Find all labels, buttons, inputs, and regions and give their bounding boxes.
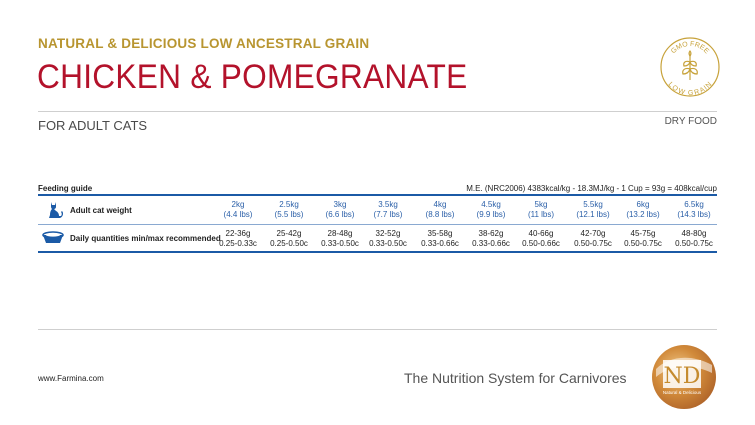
quantity-cell: 28-48g 0.33-0.50c [321,229,359,248]
weight-cell: 6kg (13.2 lbs) [626,200,660,219]
quantity-row-label: Daily quantities min/max recommended [70,234,221,243]
product-title: CHICKEN & POMEGRANATE [37,58,468,96]
weight-cell: 3kg (6.6 lbs) [325,200,355,219]
quantity-cell: 35-58g 0.33-0.66c [421,229,459,248]
food-type-label: DRY FOOD [664,116,717,127]
weight-cell: 3.5kg (7.7 lbs) [373,200,403,219]
weight-cell: 2.5kg (5.5 lbs) [274,200,304,219]
quantity-cell: 25-42g 0.25-0.50c [270,229,308,248]
weight-cell: 4.5kg (9.9 lbs) [476,200,506,219]
logo-subtext: Natural & Delicious [663,390,702,395]
badge-bottom-text: LOW GRAIN [667,81,714,97]
table-bottom-border [38,251,717,253]
header-divider [38,111,717,112]
website-link[interactable]: www.Farmina.com [38,374,104,383]
quantity-cell: 40-66g 0.50-0.66c [522,229,560,248]
cat-icon [44,199,64,219]
weight-row-label: Adult cat weight [70,206,132,215]
quantity-cell: 22-36g 0.25-0.33c [219,229,257,248]
quantity-cell: 48-80g 0.50-0.75c [675,229,713,248]
feeding-guide-label: Feeding guide [38,184,93,193]
quantity-cell: 32-52g 0.33-0.50c [369,229,407,248]
weight-cell: 4kg (8.8 lbs) [425,200,455,219]
quantity-cell: 42-70g 0.50-0.75c [574,229,612,248]
badge-top-text: GMO FREE [670,41,710,56]
weight-cell: 2kg (4.4 lbs) [223,200,253,219]
weight-cell: 5kg (11 lbs) [527,200,555,219]
brand-tagline: The Nutrition System for Carnivores [404,370,627,386]
table-row-divider [38,224,717,225]
energy-info: M.E. (NRC2006) 4383kcal/kg - 18.3MJ/kg -… [466,184,717,193]
bowl-icon [42,231,64,245]
target-audience: FOR ADULT CATS [38,118,148,133]
product-subtitle: NATURAL & DELICIOUS LOW ANCESTRAL GRAIN [38,36,370,51]
quantity-cell: 45-75g 0.50-0.75c [624,229,662,248]
weight-cell: 5.5kg (12.1 lbs) [576,200,610,219]
footer-divider [38,329,717,330]
gmo-free-badge: GMO FREE LOW GRAIN [659,36,721,98]
weight-cell: 6.5kg (14.3 lbs) [677,200,711,219]
nd-logo: ND Natural & Delicious [650,343,717,410]
table-top-border [38,194,717,196]
logo-letters: ND [664,364,701,389]
svg-text:GMO FREE: GMO FREE [670,41,710,56]
svg-text:LOW GRAIN: LOW GRAIN [667,81,714,97]
quantity-cell: 38-62g 0.33-0.66c [472,229,510,248]
wheat-icon [682,50,698,80]
